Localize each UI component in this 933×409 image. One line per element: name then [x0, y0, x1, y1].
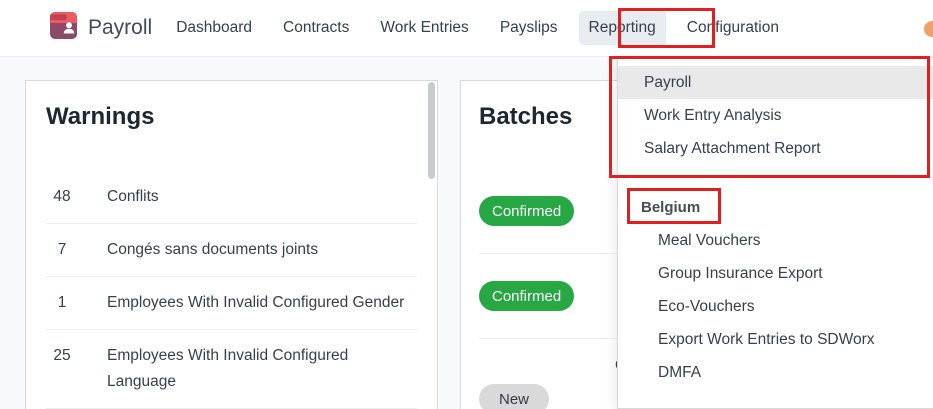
nav-configuration[interactable]: Configuration [686, 19, 779, 36]
app-brand[interactable]: Payroll [50, 12, 152, 44]
menu-section-belgium: Belgium [641, 199, 701, 216]
warning-label[interactable]: Employees With Invalid Configured Langua… [107, 347, 349, 390]
warning-count: 48 [53, 188, 71, 205]
payroll-app-icon[interactable] [50, 12, 77, 44]
reporting-dropdown-menu: Payroll Work Entry Analysis Salary Attac… [617, 57, 933, 409]
nav-reporting[interactable]: Reporting [578, 11, 666, 45]
menu-item-dmfa[interactable]: DMFA [658, 364, 702, 381]
status-badge-confirmed: Confirmed [479, 196, 575, 226]
menu-item-work-entry-analysis[interactable]: Work Entry Analysis [644, 107, 782, 124]
nav-dashboard[interactable]: Dashboard [176, 19, 253, 36]
status-badge-new: New [479, 384, 550, 409]
menu-item-group-insurance-export[interactable]: Group Insurance Export [658, 265, 823, 282]
nav-payslips[interactable]: Payslips [499, 19, 558, 36]
status-badge-confirmed: Confirmed [479, 281, 575, 311]
warning-row[interactable]: 25 Employees With Invalid Configured Lan… [46, 330, 417, 409]
batch-row[interactable]: Confirmed [479, 169, 914, 254]
app-name[interactable]: Payroll [88, 16, 153, 39]
menu-item-salary-attachment-report[interactable]: Salary Attachment Report [644, 140, 821, 157]
warnings-title: Warnings [46, 103, 155, 130]
nav-menu: Dashboard Contracts Work Entries Payslip… [166, 11, 789, 45]
menu-item-meal-vouchers[interactable]: Meal Vouchers [658, 232, 761, 249]
warning-count: 7 [57, 241, 67, 258]
menu-item-export-work-entries-sdworx[interactable]: Export Work Entries to SDWorx [658, 331, 875, 348]
warning-label[interactable]: Conflits [107, 188, 159, 205]
warning-count: 25 [53, 347, 71, 364]
user-avatar[interactable] [924, 21, 933, 37]
warning-count: 1 [57, 294, 67, 311]
top-nav: Payroll Dashboard Contracts Work Entries… [0, 0, 933, 57]
menu-item-payroll[interactable]: Payroll [618, 66, 933, 99]
warning-row[interactable]: 48 Conflits [46, 171, 417, 224]
menu-item-eco-vouchers[interactable]: Eco-Vouchers [658, 298, 755, 315]
warnings-list: 48 Conflits 7 Congés sans documents join… [46, 171, 417, 409]
nav-contracts[interactable]: Contracts [283, 19, 350, 36]
warnings-scrollbar[interactable] [428, 82, 435, 179]
warning-row[interactable]: 7 Congés sans documents joints [46, 224, 417, 277]
warnings-card: Warnings 48 Conflits 7 Congés sans docum… [25, 80, 438, 409]
nav-work-entries[interactable]: Work Entries [380, 19, 469, 36]
batches-title: Batches [479, 103, 573, 130]
warning-label[interactable]: Employees With Invalid Configured Gender [107, 294, 405, 311]
warning-row[interactable]: 1 Employees With Invalid Configured Gend… [46, 277, 417, 330]
warning-label[interactable]: Congés sans documents joints [107, 241, 319, 258]
